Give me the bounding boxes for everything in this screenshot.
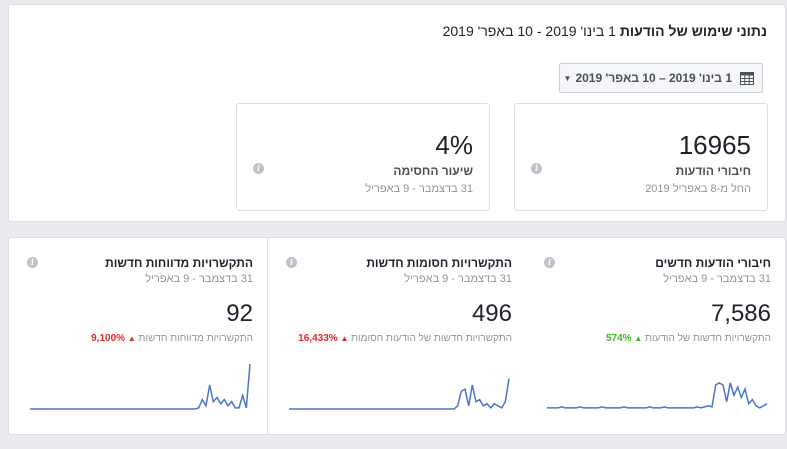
sparkline-chart: [289, 378, 510, 410]
title-bold: נתוני שימוש של הודעות: [619, 23, 767, 39]
info-icon[interactable]: i: [531, 163, 542, 174]
metric-title: התקשרויות מדווחות חדשות: [105, 256, 253, 270]
metric-title: התקשרויות חסומות חדשות: [366, 256, 512, 270]
metric-range: 31 בדצמבר - 9 באפריל: [145, 273, 253, 285]
summary-value: 4%: [435, 130, 473, 160]
usage-summary-panel: נתוני שימוש של הודעות 1 בינו' 2019 - 10 …: [8, 4, 786, 222]
date-range-label: 1 בינו' 2019 – 10 באפר' 2019: [575, 71, 732, 85]
info-icon[interactable]: i: [286, 257, 297, 268]
metric-delta: התקשרויות חדשות של הודעות חסומות ▲ 16,43…: [298, 333, 512, 344]
delta-percent: 574%: [605, 333, 632, 344]
sparkline-chart: [547, 382, 768, 409]
delta-label: התקשרויות חדשות של הודעות: [645, 333, 771, 344]
sparkline-series: [289, 378, 510, 410]
info-icon[interactable]: i: [253, 163, 264, 174]
page-title: נתוני שימוש של הודעות 1 בינו' 2019 - 10 …: [443, 23, 767, 39]
info-icon[interactable]: i: [544, 257, 555, 268]
sparkline-series: [547, 382, 768, 409]
metric-range: 31 בדצמבר - 9 באפריל: [404, 273, 512, 285]
summary-label: חיבורי הודעות: [675, 164, 751, 178]
metrics-panel: חיבורי הודעות חדשים 31 בדצמבר - 9 באפריל…: [8, 237, 786, 435]
summary-card-connections: 16965 חיבורי הודעות החל מ-8 באפריל 2019 …: [514, 103, 768, 211]
delta-percent: 16,433%: [298, 333, 338, 344]
title-range: 1 בינו' 2019 - 10 באפר' 2019: [442, 23, 616, 39]
summary-subtext: 31 בדצמבר - 9 באפריל: [365, 183, 473, 195]
calendar-icon: [740, 72, 754, 85]
divider: [267, 238, 268, 434]
metric-title: חיבורי הודעות חדשים: [655, 256, 771, 270]
sparkline-series: [30, 364, 251, 410]
metric-value: 7,586: [710, 300, 771, 327]
summary-subtext: החל מ-8 באפריל 2019: [645, 183, 751, 195]
metric-value: 496: [471, 300, 512, 327]
caret-down-icon: ▼: [563, 73, 572, 83]
metric-reported-connections: התקשרויות מדווחות חדשות 31 בדצמבר - 9 בא…: [9, 238, 267, 434]
metric-blocked-connections: התקשרויות חסומות חדשות 31 בדצמבר - 9 באפ…: [267, 238, 526, 434]
up-arrow-icon: ▲: [340, 334, 349, 343]
summary-label: שיעור החסימה: [393, 164, 473, 178]
summary-card-block-rate: 4% שיעור החסימה 31 בדצמבר - 9 באפריל i: [236, 103, 490, 211]
info-icon[interactable]: i: [27, 257, 38, 268]
metric-range: 31 בדצמבר - 9 באפריל: [663, 273, 771, 285]
metric-value: 92: [226, 300, 253, 327]
up-arrow-icon: ▲: [634, 334, 643, 343]
delta-label: התקשרויות חדשות של הודעות חסומות: [351, 333, 512, 344]
metric-new-connections: חיבורי הודעות חדשים 31 בדצמבר - 9 באפריל…: [526, 238, 785, 434]
up-arrow-icon: ▲: [127, 334, 136, 343]
delta-label: התקשרויות מדווחות חדשות: [138, 333, 253, 344]
delta-percent: 9,100%: [91, 333, 126, 344]
metric-delta: התקשרויות חדשות של הודעות ▲ 574%: [606, 333, 771, 344]
date-range-button[interactable]: 1 בינו' 2019 – 10 באפר' 2019 ▼: [559, 63, 763, 93]
metric-delta: התקשרויות מדווחות חדשות ▲ 9,100%: [91, 333, 253, 344]
sparkline-chart: [30, 364, 251, 410]
summary-value: 16965: [678, 130, 751, 160]
